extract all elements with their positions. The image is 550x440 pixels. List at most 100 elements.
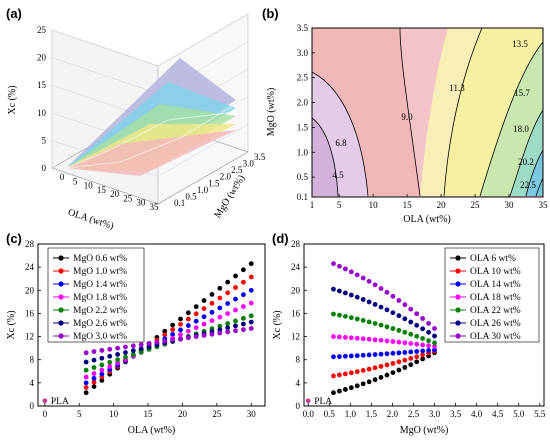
- data-point: [162, 332, 168, 338]
- data-point: [408, 362, 414, 368]
- data-point: [337, 354, 342, 359]
- data-point: [248, 319, 254, 325]
- pla-point: [42, 398, 48, 404]
- y-tick-label: 8: [30, 355, 35, 365]
- data-point: [178, 332, 183, 338]
- panel-d-label: (d): [272, 231, 289, 246]
- data-point: [342, 266, 348, 272]
- data-point: [331, 261, 336, 267]
- data-point: [217, 305, 223, 311]
- legend-swatch-marker: [58, 294, 64, 300]
- x-axis-label: OLA (wt%): [403, 214, 451, 225]
- legend-entry: MgO 1.4 wt%: [73, 280, 127, 290]
- x-tick-label: 4.5: [492, 409, 504, 419]
- data-point: [420, 326, 426, 332]
- legend: MgO 0.6 wt% MgO 1.0 wt% MgO 1.4 wt% MgO 1.8…: [47, 247, 145, 343]
- y-axis-label: MgO (wt%): [266, 88, 277, 137]
- legend-entry: OLA 14 wt%: [470, 280, 521, 290]
- series-5: [331, 286, 437, 339]
- data-point: [426, 348, 431, 353]
- data-point: [396, 359, 402, 365]
- x-tick-label: 5.5: [534, 409, 546, 419]
- data-point: [83, 359, 89, 365]
- data-point: [240, 315, 246, 321]
- data-point: [99, 378, 105, 383]
- data-point: [138, 342, 144, 348]
- y-tick-label: 2.0: [220, 172, 232, 182]
- data-point: [408, 349, 414, 355]
- panel-b-label: (b): [262, 6, 279, 21]
- z-tick-label: 10: [37, 108, 47, 118]
- data-point: [372, 352, 378, 357]
- data-point: [342, 371, 348, 377]
- data-point: [138, 349, 144, 355]
- data-point: [360, 368, 366, 373]
- legend-swatch-marker: [58, 255, 64, 261]
- data-point: [432, 344, 437, 349]
- x-tick-label: 5: [73, 176, 78, 186]
- data-point: [360, 297, 366, 302]
- data-point: [331, 311, 336, 317]
- data-point: [420, 342, 426, 348]
- contour-region-6.8: [312, 72, 368, 196]
- data-point: [107, 359, 113, 365]
- data-point: [154, 339, 160, 345]
- data-point: [217, 323, 223, 329]
- contour-level-label: 20.2: [518, 157, 534, 167]
- x-tick-label: 10: [84, 181, 94, 191]
- data-point: [233, 273, 238, 279]
- data-point: [366, 299, 372, 305]
- data-point: [185, 328, 191, 334]
- data-point: [248, 326, 254, 331]
- x-tick-label: 5: [337, 200, 342, 210]
- data-point: [331, 286, 336, 292]
- gridline: [157, 124, 249, 177]
- data-point: [337, 263, 342, 269]
- contour-level-label: 22.5: [520, 180, 536, 190]
- data-point: [348, 370, 354, 376]
- legend-swatch-marker: [455, 268, 461, 274]
- plot-frame: [37, 243, 266, 407]
- x-tick-label: 0: [43, 409, 48, 419]
- x-tick-label: 1: [310, 200, 315, 210]
- panel-b-contour-plot: (b) 4.56.89.011.313.515.718.020: [262, 6, 548, 225]
- data-point: [233, 323, 238, 329]
- x-tick-label: 1.5: [366, 409, 378, 419]
- series-6: [331, 261, 437, 331]
- data-point: [99, 371, 105, 377]
- data-point: [372, 377, 378, 383]
- x-tick-label: 0.5: [324, 409, 336, 419]
- data-point: [390, 360, 396, 366]
- x-tick-label: 25: [471, 200, 481, 210]
- data-point: [91, 365, 97, 370]
- x-tick-label: 25: [123, 193, 133, 203]
- series-3: [331, 334, 437, 349]
- data-point: [366, 319, 372, 325]
- legend-entry: MgO 2.2 wt%: [73, 306, 127, 316]
- data-point: [193, 334, 199, 339]
- panel-d-scatter-plot: (d) 0.0 0.5 1.0 1.5 2.0 2.5 3.0 3.5 4.0 4.5 5.0 5.5…: [272, 231, 546, 436]
- legend-swatch-marker: [455, 294, 461, 300]
- x-tick-label: 0: [60, 172, 65, 182]
- data-point: [115, 357, 120, 363]
- data-point: [426, 321, 431, 326]
- legend-entry: MgO 1.0 wt%: [73, 267, 127, 277]
- data-point: [217, 330, 223, 336]
- data-point: [123, 344, 128, 350]
- data-point: [185, 323, 191, 328]
- gridline: [157, 13, 249, 67]
- data-point: [366, 366, 372, 372]
- data-point: [396, 313, 402, 319]
- data-point: [384, 372, 390, 378]
- data-point: [115, 345, 120, 351]
- y-tick-label: 8: [296, 355, 301, 365]
- data-point: [360, 336, 366, 342]
- data-point: [360, 318, 366, 323]
- data-point: [408, 341, 414, 346]
- contour-line: [443, 28, 483, 197]
- contour-line: [535, 177, 543, 197]
- y-tick-label: 12: [25, 332, 34, 342]
- data-point: [99, 348, 105, 353]
- gridline: [51, 57, 159, 94]
- data-point: [432, 326, 437, 331]
